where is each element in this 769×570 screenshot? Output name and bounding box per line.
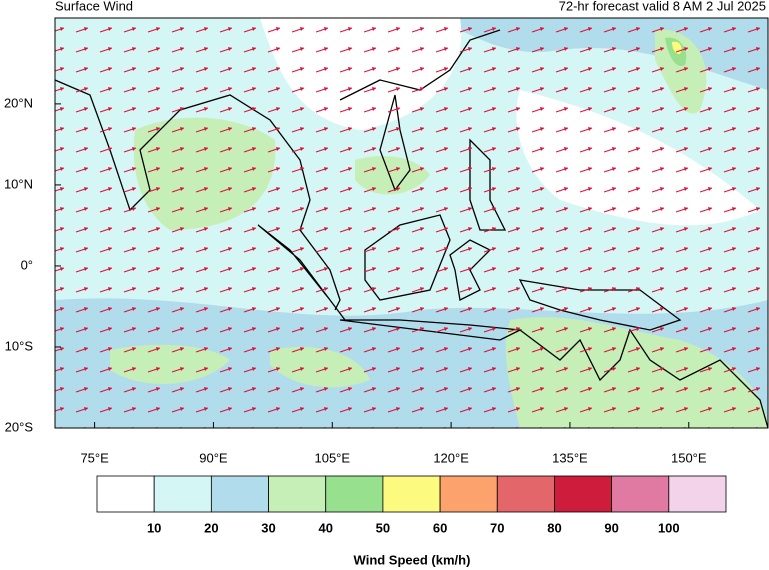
y-tick-label: 10°N (4, 176, 33, 191)
x-tick-label: 150°E (671, 450, 707, 465)
colorbar-tick-label: 70 (490, 520, 504, 535)
color-box (210, 475, 269, 513)
colorbar-tick-label: 30 (261, 520, 275, 535)
colorbar-tick-label: 80 (547, 520, 561, 535)
x-tick-label: 120°E (433, 450, 469, 465)
color-box (268, 475, 327, 513)
color-box (153, 475, 212, 513)
map-field (55, 18, 768, 428)
y-tick-label: 0° (21, 257, 33, 272)
x-tick-label: 135°E (552, 450, 588, 465)
x-tick-label: 105°E (314, 450, 350, 465)
colorbar-tick-label: 60 (433, 520, 447, 535)
map-subtitle: 72-hr forecast valid 8 AM 2 Jul 2025 (559, 0, 766, 13)
x-tick-label: 75°E (80, 450, 109, 465)
colorbar-tick-label: 90 (604, 520, 618, 535)
y-tick-label: 20°N (4, 95, 33, 110)
colorbar-tick-label: 20 (204, 520, 218, 535)
color-box (325, 475, 384, 513)
color-box (611, 475, 670, 513)
colorbar-tick-label: 50 (376, 520, 390, 535)
color-box (96, 475, 155, 513)
x-tick-label: 90°E (199, 450, 228, 465)
color-box (382, 475, 441, 513)
map-frame (54, 17, 769, 429)
color-box (554, 475, 613, 513)
y-tick-label: 20°S (5, 419, 34, 434)
color-box (439, 475, 498, 513)
colorbar-title: Wind Speed (km/h) (354, 552, 471, 567)
color-box (496, 475, 555, 513)
colorbar-tick-label: 40 (318, 520, 332, 535)
colorbar-tick-label: 100 (658, 520, 680, 535)
map-title: Surface Wind (55, 0, 133, 13)
colorbar-tick-label: 10 (147, 520, 161, 535)
y-tick-label: 10°S (5, 338, 34, 353)
color-box (668, 475, 727, 513)
